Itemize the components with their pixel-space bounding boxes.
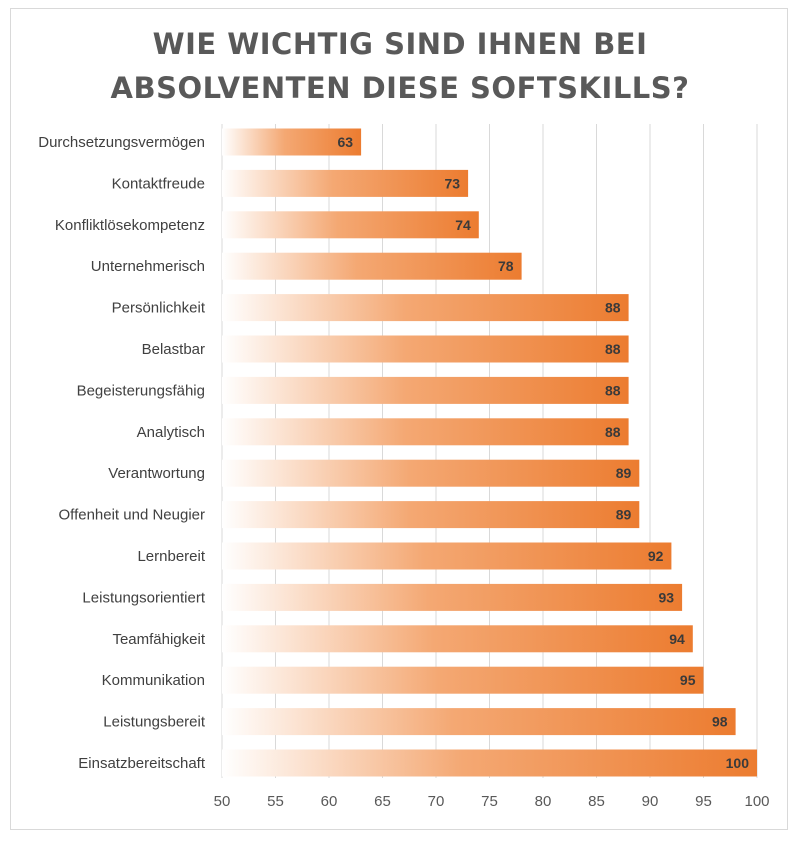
category-label: Unternehmerisch xyxy=(91,258,205,275)
bar xyxy=(222,252,522,280)
data-label: 88 xyxy=(605,382,621,398)
category-label: Durchsetzungsvermögen xyxy=(38,134,205,151)
x-tick-label: 90 xyxy=(642,793,659,810)
x-tick-label: 95 xyxy=(695,793,712,810)
x-tick-label: 75 xyxy=(481,793,498,810)
x-tick-label: 50 xyxy=(214,793,231,810)
category-label: Persönlichkeit xyxy=(112,300,206,317)
category-label: Leistungsbereit xyxy=(103,714,206,731)
data-label: 98 xyxy=(712,714,728,730)
data-label: 88 xyxy=(605,300,621,316)
data-label: 89 xyxy=(616,465,632,481)
data-label: 88 xyxy=(605,424,621,440)
bar xyxy=(222,625,693,653)
bar xyxy=(222,749,757,777)
bar xyxy=(222,708,736,736)
bar xyxy=(222,294,629,322)
x-tick-label: 55 xyxy=(267,793,284,810)
category-label: Verantwortung xyxy=(108,465,205,482)
category-label: Offenheit und Neugier xyxy=(59,507,206,524)
category-label: Teamfähigkeit xyxy=(112,631,205,648)
category-label: Kommunikation xyxy=(102,672,205,689)
bar xyxy=(222,335,629,363)
x-tick-label: 100 xyxy=(744,793,769,810)
x-tick-label: 80 xyxy=(535,793,552,810)
bar xyxy=(222,542,672,570)
bar xyxy=(222,583,683,611)
bar xyxy=(222,169,469,197)
category-label: Leistungsorientiert xyxy=(82,589,205,606)
data-label: 100 xyxy=(726,755,750,771)
category-label: Begeisterungsfähig xyxy=(77,382,205,399)
chart-title-line-2: ABSOLVENTEN DIESE SOFTSKILLS? xyxy=(110,71,690,105)
data-label: 89 xyxy=(616,507,632,523)
data-label: 94 xyxy=(669,631,685,647)
bar xyxy=(222,501,640,529)
x-tick-label: 65 xyxy=(374,793,391,810)
data-label: 63 xyxy=(338,134,354,150)
category-label: Kontaktfreude xyxy=(112,175,205,192)
chart-title-line-1: WIE WICHTIG SIND IHNEN BEI xyxy=(152,27,648,61)
data-label: 93 xyxy=(659,589,675,605)
data-label: 74 xyxy=(455,217,471,233)
bars xyxy=(222,128,757,777)
labels: 50 55 60 65 70 75 80 85 90 95 100 Durchsetzungsverm… xyxy=(38,134,769,810)
x-tick-label: 60 xyxy=(321,793,338,810)
data-label: 88 xyxy=(605,341,621,357)
category-label: Einsatzbereitschaft xyxy=(78,755,206,772)
chart-title: WIE WICHTIG SIND IHNEN BEI ABSOLVENTEN D… xyxy=(0,22,800,110)
x-tick-label: 70 xyxy=(428,793,445,810)
bar xyxy=(222,211,479,239)
bar xyxy=(222,376,629,404)
data-label: 78 xyxy=(498,258,514,274)
data-label: 92 xyxy=(648,548,664,564)
bar xyxy=(222,128,362,156)
category-label: Analytisch xyxy=(137,424,205,441)
bar xyxy=(222,666,704,694)
bar xyxy=(222,459,640,487)
x-tick-label: 85 xyxy=(588,793,605,810)
category-label: Belastbar xyxy=(142,341,205,358)
data-label: 73 xyxy=(445,175,461,191)
category-label: Lernbereit xyxy=(137,548,205,565)
data-label: 95 xyxy=(680,672,696,688)
bar xyxy=(222,418,629,446)
category-label: Konfliktlösekompetenz xyxy=(55,217,205,234)
